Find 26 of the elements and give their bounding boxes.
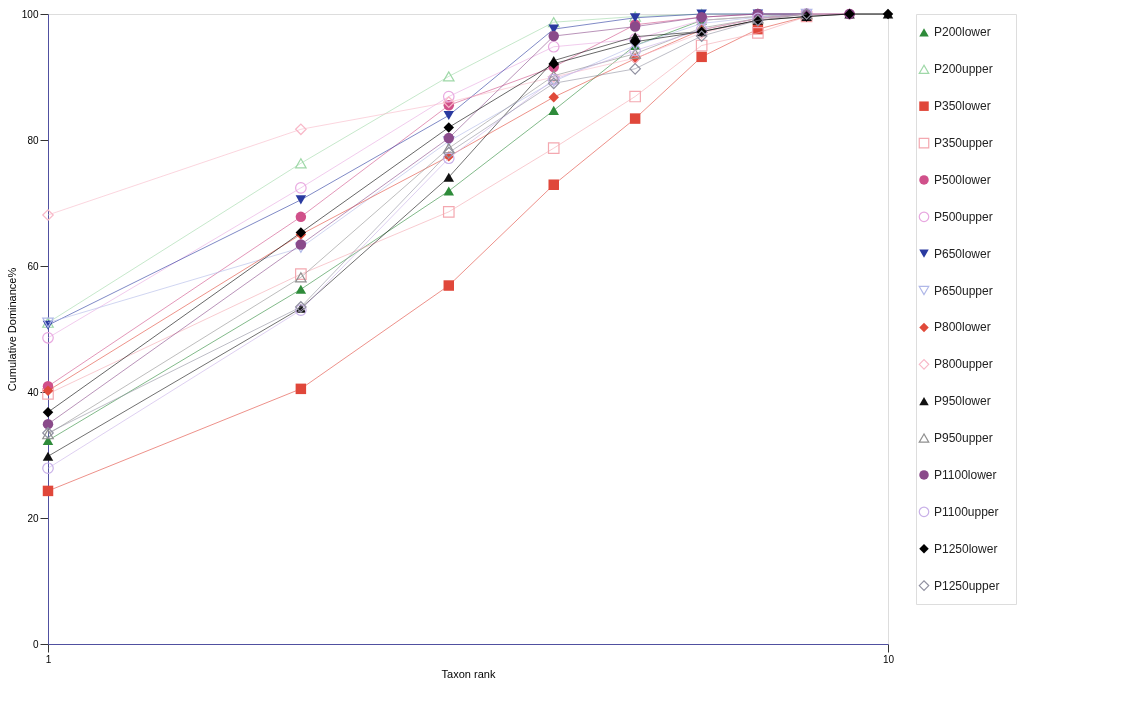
x-tick-label: 1	[45, 653, 52, 665]
legend-label: P950upper	[934, 431, 993, 446]
legend-label: P650lower	[934, 246, 991, 261]
y-tick-label: 80	[27, 134, 39, 146]
x-tick-label: 10	[882, 653, 895, 665]
y-tick-label: 0	[32, 638, 39, 650]
y-tick-label: 100	[21, 8, 39, 20]
legend-label: P500upper	[934, 209, 993, 224]
legend-label: P950lower	[934, 394, 991, 409]
y-axis-title: Cumulative Dominance%	[5, 267, 18, 392]
legend-label: P800upper	[934, 357, 993, 372]
legend-label: P200lower	[934, 25, 991, 40]
legend-label: P1100lower	[934, 467, 997, 482]
y-tick-label: 40	[27, 386, 39, 398]
legend-label: P200upper	[934, 62, 993, 77]
legend-label: P800lower	[934, 320, 991, 335]
legend-label: P1100upper	[934, 504, 999, 519]
y-tick-label: 20	[27, 512, 39, 524]
legend-label: P350upper	[934, 136, 993, 151]
legend-label: P1250upper	[934, 578, 1000, 593]
x-axis-title: Taxon rank	[441, 667, 496, 680]
legend-label: P500lower	[934, 172, 991, 187]
legend-label: P1250lower	[934, 541, 998, 556]
y-tick-label: 60	[27, 260, 39, 272]
legend-label: P350lower	[934, 99, 991, 114]
legend-label: P650upper	[934, 283, 993, 298]
